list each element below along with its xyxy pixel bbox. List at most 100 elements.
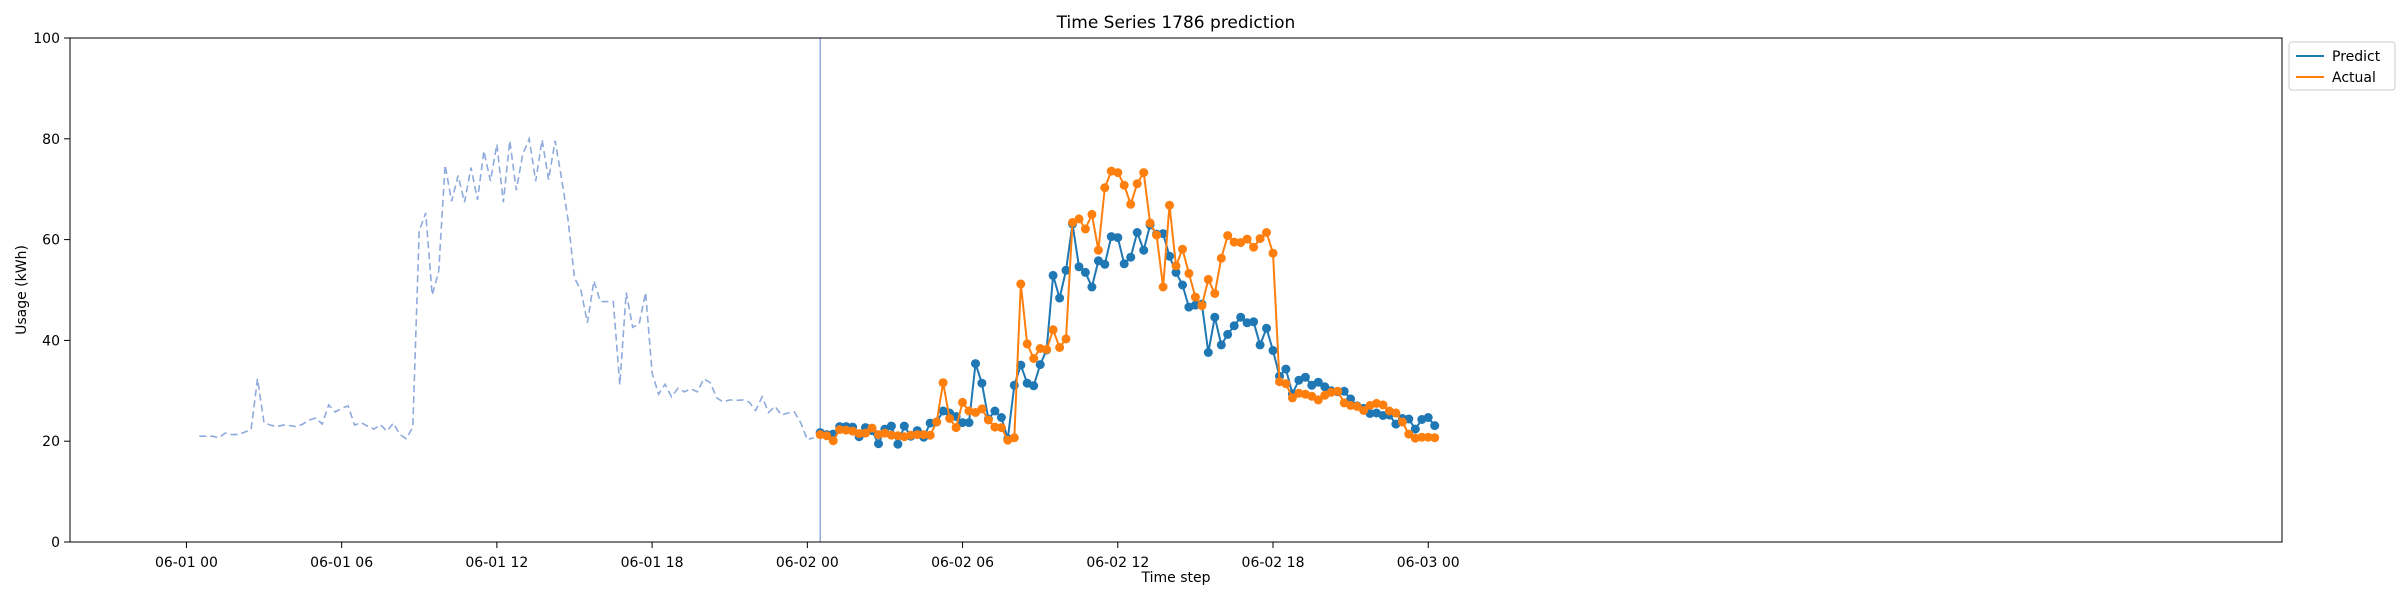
data-point-actual (1100, 183, 1110, 193)
data-point-actual (1145, 218, 1155, 228)
data-point-predict (964, 418, 974, 428)
data-point-actual (1391, 408, 1401, 418)
data-point-actual (1352, 401, 1362, 411)
data-point-actual (1397, 417, 1407, 427)
y-axis-title: Usage (kWh) (14, 245, 30, 335)
y-axis: 0 20 40 60 80 100 (33, 31, 70, 551)
data-point-actual (1171, 261, 1181, 271)
data-point-actual (958, 397, 967, 407)
data-point-actual (1359, 406, 1369, 415)
history-line (199, 135, 815, 441)
data-point-actual (822, 431, 832, 441)
y-tick-label: 40 (42, 333, 60, 349)
data-point-actual (867, 423, 877, 433)
data-point-predict (1203, 348, 1213, 357)
legend-label-predict: Predict (2332, 49, 2381, 65)
data-point-actual (1055, 343, 1065, 352)
data-point-actual (1249, 242, 1259, 252)
series-actual (815, 166, 1440, 446)
data-point-actual (1242, 234, 1252, 244)
data-point-predict (1171, 267, 1181, 277)
data-point-predict (977, 378, 987, 388)
data-point-actual (1087, 209, 1097, 219)
data-point-actual (886, 430, 896, 440)
data-point-actual (1210, 289, 1220, 298)
x-tick-label: 06-01 00 (155, 555, 218, 571)
data-point-actual (1074, 214, 1084, 224)
data-point-predict (899, 421, 909, 431)
data-point-actual (932, 417, 942, 427)
data-point-predict (1210, 312, 1220, 322)
data-point-actual (1029, 354, 1039, 363)
data-point-actual (1016, 279, 1026, 289)
data-point-predict (1061, 265, 1071, 275)
data-point-actual (1126, 199, 1136, 209)
data-point-actual (1061, 334, 1071, 344)
data-point-actual (951, 423, 961, 433)
data-point-actual (1313, 395, 1323, 405)
data-point-actual (945, 414, 955, 423)
data-point-actual (1139, 168, 1149, 178)
data-point-predict (1223, 329, 1233, 339)
data-point-actual (1203, 274, 1213, 284)
data-point-predict (1236, 312, 1246, 322)
x-axis: 06-01 00 06-01 06 06-01 12 06-01 18 06-02 00… (155, 542, 1460, 571)
data-point-actual (1423, 432, 1433, 442)
data-point-predict (1035, 360, 1045, 370)
data-point-actual (1158, 282, 1168, 292)
data-point-predict (990, 406, 1000, 416)
data-point-actual (1281, 379, 1291, 389)
data-point-actual (1152, 230, 1162, 240)
data-point-actual (925, 430, 935, 440)
data-point-predict (1339, 386, 1349, 396)
chart-title: Time Series 1786 prediction (1056, 13, 1296, 33)
data-point-actual (1048, 325, 1058, 335)
x-tick-label: 06-02 18 (1242, 555, 1305, 571)
data-point-predict (1055, 293, 1065, 303)
y-tick-label: 80 (42, 132, 60, 148)
data-point-predict (1178, 280, 1187, 290)
data-point-predict (1113, 233, 1123, 243)
data-point-actual (1229, 237, 1239, 247)
data-point-actual (990, 422, 1000, 432)
data-point-actual (835, 425, 845, 435)
data-point-actual (1268, 248, 1278, 258)
series-predict (815, 219, 1440, 449)
data-point-actual (1165, 200, 1174, 210)
data-point-actual (1197, 301, 1207, 311)
data-point-actual (912, 430, 922, 440)
data-point-predict (1074, 262, 1084, 272)
data-point-actual (1333, 386, 1343, 396)
data-point-actual (1184, 268, 1194, 278)
data-point-actual (861, 428, 870, 438)
y-tick-label: 100 (33, 31, 60, 47)
data-point-predict (1378, 411, 1388, 420)
data-point-predict (1430, 421, 1440, 431)
data-point-predict (1100, 259, 1110, 269)
legend: Predict Actual (2288, 41, 2396, 91)
data-point-actual (1255, 234, 1265, 244)
data-point-actual (1216, 253, 1226, 263)
data-point-predict (1139, 245, 1149, 255)
data-point-predict (1262, 323, 1271, 333)
y-tick-label: 60 (42, 233, 60, 249)
data-point-actual (1417, 432, 1427, 442)
data-point-predict (996, 413, 1006, 422)
data-point-predict (1165, 251, 1174, 261)
data-point-actual (1080, 224, 1090, 234)
x-tick-label: 06-02 06 (931, 555, 994, 571)
data-point-predict (1132, 228, 1142, 237)
data-point-actual (906, 430, 916, 440)
data-point-actual (977, 404, 987, 414)
data-point-actual (1022, 339, 1032, 349)
data-point-actual (1042, 345, 1052, 354)
data-point-actual (1113, 168, 1123, 178)
data-point-actual (1009, 433, 1019, 443)
x-tick-label: 06-01 18 (621, 555, 684, 571)
legend-label-actual: Actual (2332, 70, 2376, 86)
x-tick-label: 06-01 12 (465, 555, 528, 571)
data-point-actual (1190, 292, 1200, 302)
data-point-actual (1093, 245, 1103, 255)
data-point-predict (1249, 317, 1259, 327)
